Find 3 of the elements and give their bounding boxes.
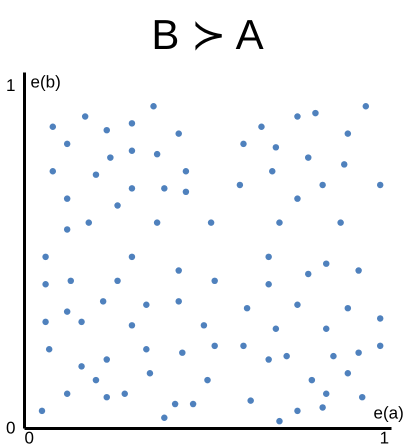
chart-title: B ≻ A xyxy=(151,11,264,58)
y-axis-title: e(b) xyxy=(30,72,61,92)
x-axis-title: e(a) xyxy=(374,404,404,422)
